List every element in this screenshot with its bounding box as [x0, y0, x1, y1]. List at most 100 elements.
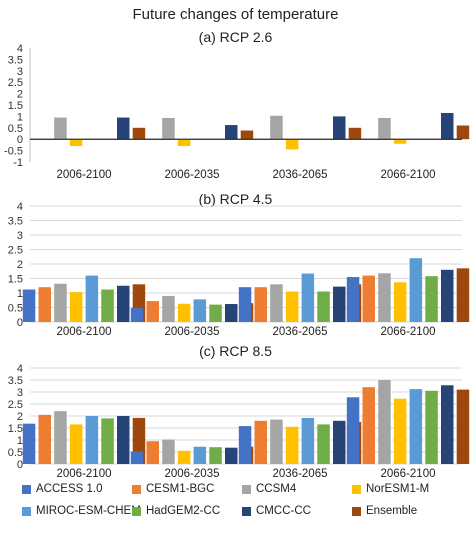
y-tick-label: 1.5 [8, 423, 23, 435]
panel-b-title: (b) RCP 4.5 [198, 191, 273, 207]
bar [362, 275, 375, 322]
bar [130, 451, 144, 464]
legend-swatch [352, 506, 361, 516]
bar [333, 286, 346, 322]
y-tick-label: 1.5 [8, 100, 23, 112]
y-tick-label: 3 [17, 387, 23, 399]
bar [441, 385, 454, 464]
legend-item: CCSM4 [242, 483, 296, 495]
bar [378, 380, 391, 464]
legend-swatch [352, 484, 361, 494]
legend-swatch [132, 506, 141, 516]
bar [209, 447, 222, 464]
bar [54, 117, 67, 140]
bar [456, 125, 470, 140]
legend-item: ACCESS 1.0 [22, 483, 102, 495]
y-tick-label: 1 [17, 288, 23, 300]
bar [362, 387, 375, 464]
y-tick-label: 3.5 [8, 375, 23, 387]
bar [425, 276, 438, 322]
bar [393, 398, 407, 464]
x-tick-label: 2006-2100 [57, 468, 112, 480]
bar [193, 446, 207, 464]
y-tick-label: 2.5 [8, 77, 23, 89]
y-tick-label: 3.5 [8, 216, 23, 228]
bar [317, 424, 330, 464]
x-tick-label: 2006-2035 [165, 326, 220, 338]
bar [117, 416, 130, 464]
bar [240, 130, 254, 140]
bar [22, 289, 36, 322]
bar [130, 308, 144, 322]
bar [177, 139, 191, 147]
bar [285, 426, 299, 464]
legend-item: CESM1-BGC [132, 483, 214, 495]
legend-item: NorESM1-M [352, 483, 429, 495]
x-tick-label: 2006-2100 [57, 326, 112, 338]
x-tick-label: 2066-2100 [381, 169, 436, 181]
bar [393, 139, 407, 144]
bar [177, 303, 191, 322]
legend-label: Ensemble [366, 505, 418, 517]
y-tick-label: 0 [17, 459, 23, 471]
bar [69, 139, 83, 147]
y-tick-label: 0.5 [8, 303, 23, 315]
y-tick-label: 2.5 [8, 245, 23, 257]
bar [117, 285, 130, 322]
bar [162, 117, 175, 140]
chart-main-title: Future changes of temperature [132, 6, 339, 23]
x-tick-label: 2036-2065 [273, 169, 328, 181]
x-tick-label: 2006-2035 [165, 468, 220, 480]
bar [225, 447, 238, 464]
legend-label: ACCESS 1.0 [36, 483, 103, 495]
bar [270, 419, 283, 464]
bar [378, 117, 391, 140]
bar [301, 417, 315, 464]
bar [132, 127, 146, 140]
x-tick-label: 2036-2065 [273, 326, 328, 338]
bar [285, 139, 299, 150]
y-tick-label: 3 [17, 66, 23, 78]
bar [456, 389, 470, 464]
x-tick-label: 2066-2100 [381, 326, 436, 338]
bar [333, 116, 346, 140]
legend-swatch [22, 484, 31, 494]
legend-label: CCSM4 [256, 483, 297, 495]
y-tick-label: 0 [17, 134, 23, 146]
y-tick-label: 4 [17, 201, 23, 213]
bar [393, 282, 407, 322]
bar [101, 418, 114, 464]
y-tick-label: 0.5 [8, 123, 23, 135]
y-tick-label: 1 [17, 111, 23, 123]
bar [333, 420, 346, 464]
bar [85, 275, 99, 322]
legend-item: HadGEM2-CC [132, 505, 220, 517]
bar [238, 426, 252, 464]
bar [378, 273, 391, 322]
bar [117, 117, 130, 140]
legend-item: CMCC-CC [242, 505, 311, 517]
bar [456, 268, 470, 322]
y-tick-label: 0.5 [8, 447, 23, 459]
y-tick-label: -1 [13, 157, 23, 169]
y-tick-label: 3 [17, 230, 23, 242]
bar [225, 304, 238, 322]
bar [285, 291, 299, 322]
y-tick-label: 2 [17, 89, 23, 101]
y-tick-label: 0 [17, 317, 23, 329]
bar [254, 287, 267, 322]
bar [54, 411, 67, 464]
y-tick-label: 3.5 [8, 54, 23, 66]
y-tick-label: 2 [17, 259, 23, 271]
legend-swatch [242, 484, 251, 494]
bar [409, 389, 423, 464]
bar [162, 295, 175, 322]
bar [22, 423, 36, 464]
bar [69, 292, 83, 322]
y-tick-label: 4 [17, 43, 23, 55]
bar [425, 390, 438, 464]
legend-label: CESM1-BGC [146, 483, 215, 495]
bar [441, 112, 454, 140]
panel-c-title: (c) RCP 8.5 [199, 343, 272, 359]
